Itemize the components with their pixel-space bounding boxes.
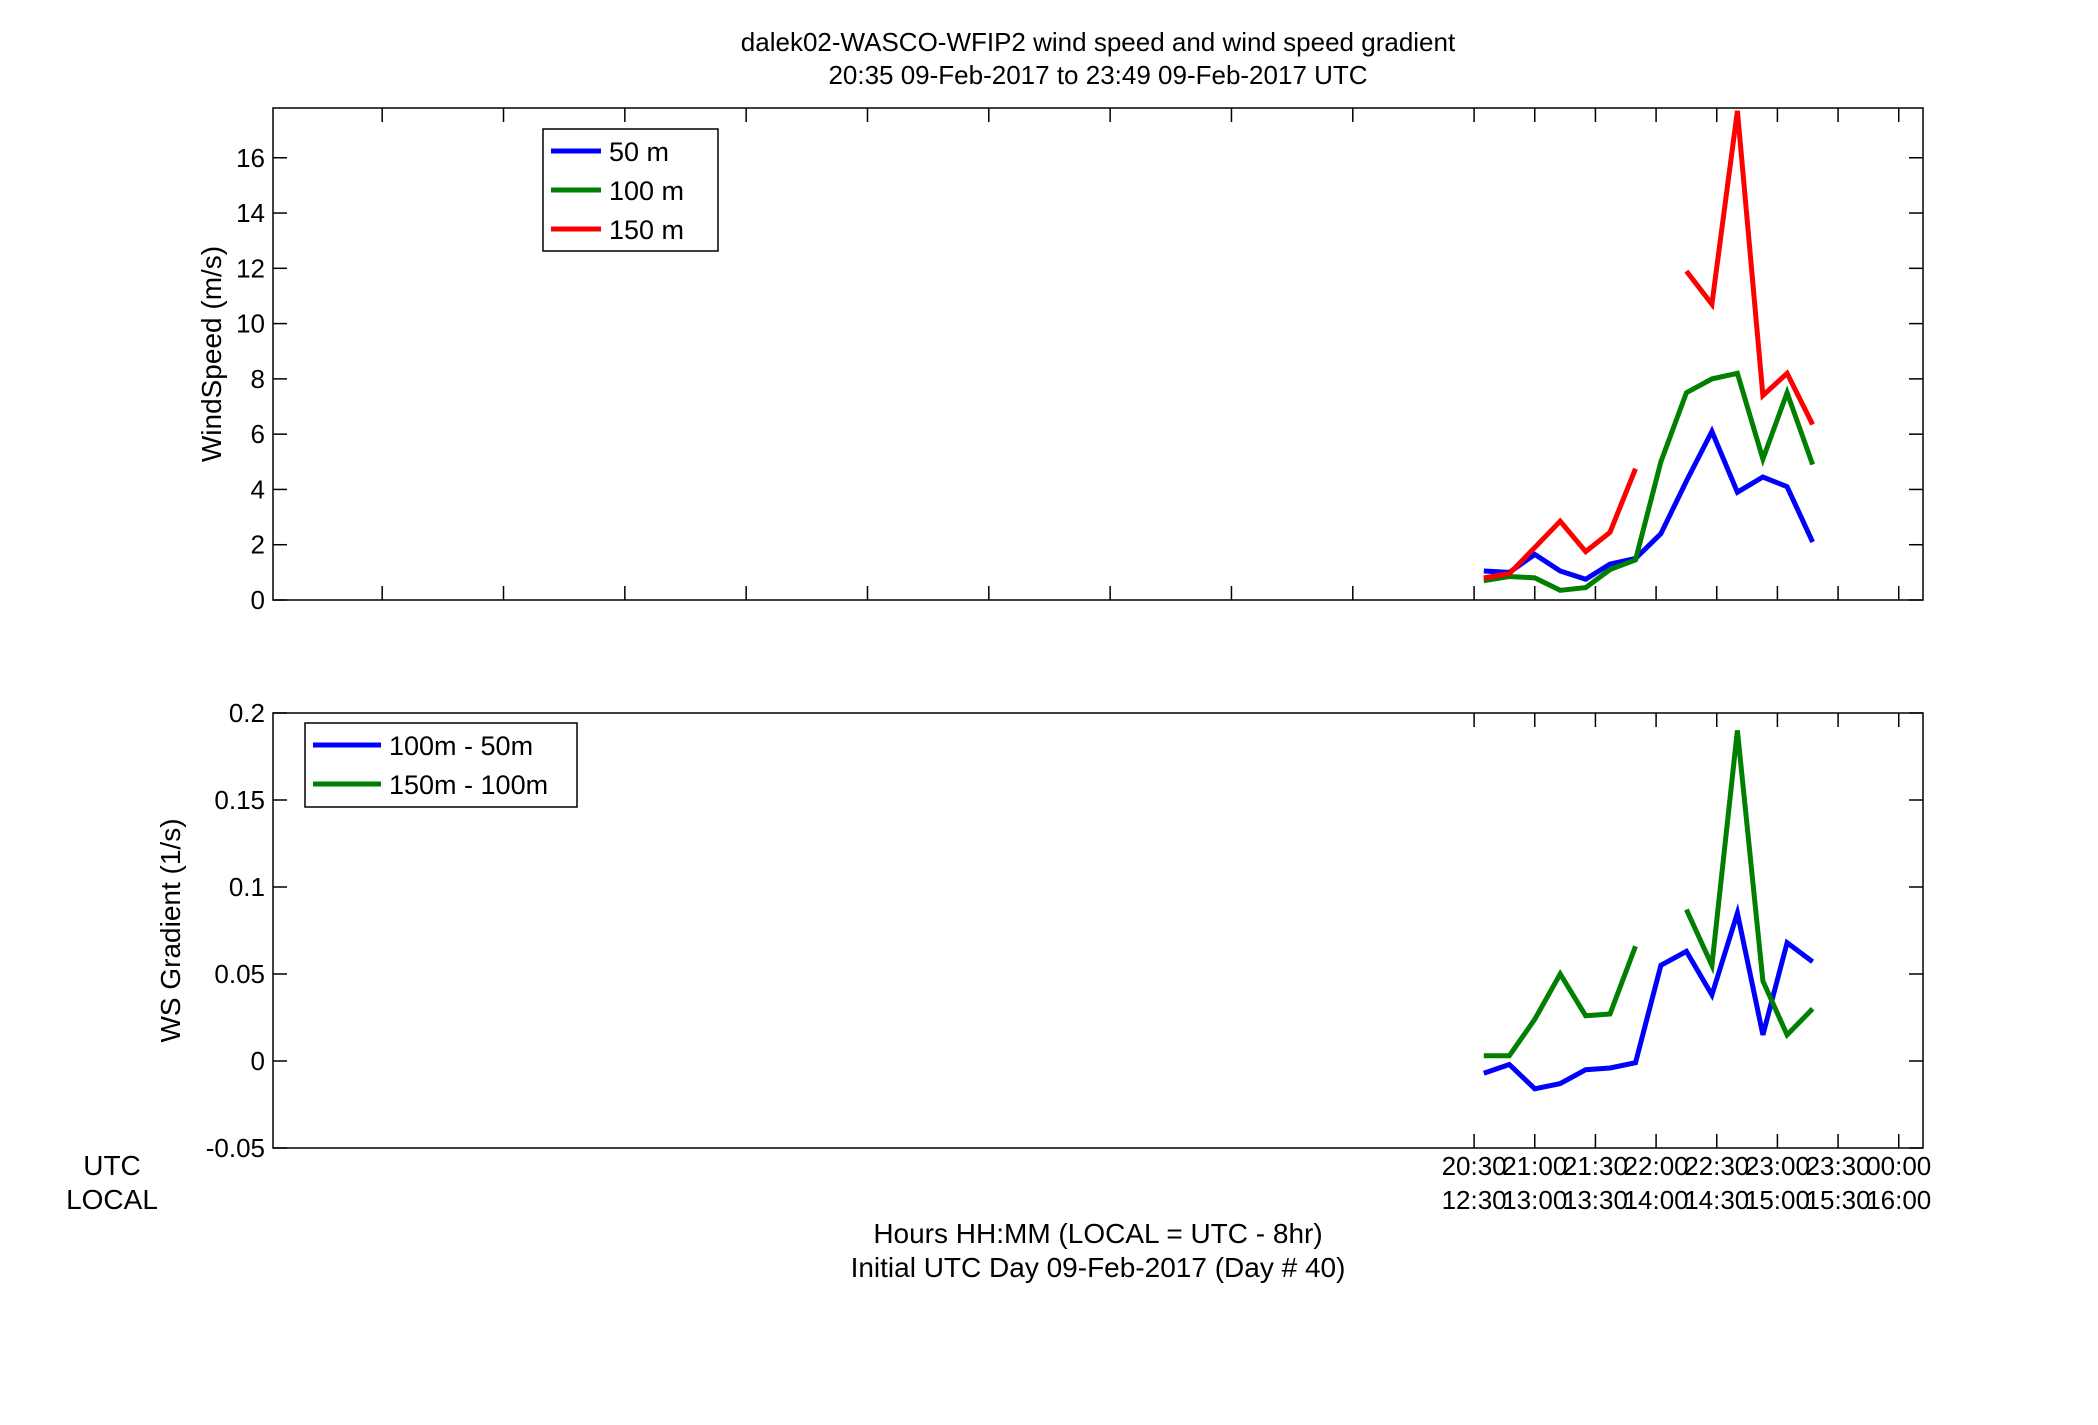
y-tick-label: 16: [236, 143, 265, 173]
y-tick-label: 0.15: [214, 785, 265, 815]
x-tick-label-local: 15:30: [1806, 1185, 1871, 1215]
legend-label: 150 m: [609, 215, 684, 245]
x-tick-label-local: 14:30: [1684, 1185, 1749, 1215]
plot-area: [272, 107, 1924, 601]
x-tick-label-utc: 22:00: [1624, 1151, 1689, 1181]
x-tick-label-utc: 20:30: [1442, 1151, 1507, 1181]
x-tick-label-utc: 22:30: [1684, 1151, 1749, 1181]
x-tick-label-utc: 23:30: [1806, 1151, 1871, 1181]
y-tick-label: 12: [236, 253, 265, 283]
gradient-panel: -0.05 0 0.05 0.1 0.15 0.2 20:3021:0021:3022:00…: [155, 698, 1931, 1215]
legend: 100m - 50m 150m - 100m: [304, 722, 578, 808]
y-tick-label: 2: [251, 530, 265, 560]
legend: 50 m 100 m 150 m: [542, 128, 719, 252]
x-tick-label-utc: 21:30: [1563, 1151, 1628, 1181]
y-tick-label: 0.2: [229, 698, 265, 728]
legend-label: 100 m: [609, 176, 684, 206]
series-line-100-m: [1483, 370, 1815, 593]
y-tick-label: 0: [251, 585, 265, 615]
chart-title-line1: dalek02-WASCO-WFIP2 wind speed and wind …: [741, 27, 1456, 57]
local-row-label: LOCAL: [66, 1184, 158, 1215]
y-axis-label: WindSpeed (m/s): [196, 246, 227, 462]
x-tick-label-utc: 23:00: [1745, 1151, 1810, 1181]
utc-row-label: UTC: [83, 1150, 141, 1181]
y-tick-label: 0: [251, 1046, 265, 1076]
series-line-150m---100m: [1483, 730, 1815, 1059]
series-line-50-m: [1483, 425, 1815, 583]
y-tick-label: 0.05: [214, 959, 265, 989]
y-axis-label: WS Gradient (1/s): [155, 818, 186, 1042]
y-tick-label: 4: [251, 474, 265, 504]
legend-label: 100m - 50m: [389, 731, 533, 761]
legend-label: 150m - 100m: [389, 770, 548, 800]
x-axis-label-line1: Hours HH:MM (LOCAL = UTC - 8hr): [873, 1218, 1322, 1249]
windspeed-panel: 0 2 4 6 8 10 12 14 16 WindSpeed (m/s) 50 m 100 m 150…: [196, 107, 1924, 615]
series-line-150-m: [1483, 110, 1815, 581]
y-tick-label: 6: [251, 419, 265, 449]
legend-box: [304, 722, 578, 808]
chart-title-line2: 20:35 09-Feb-2017 to 23:49 09-Feb-2017 U…: [828, 60, 1367, 90]
x-tick-label-local: 16:00: [1866, 1185, 1931, 1215]
legend-label: 50 m: [609, 137, 669, 167]
y-tick-label: 10: [236, 309, 265, 339]
x-tick-label-local: 15:00: [1745, 1185, 1810, 1215]
x-tick-label-local: 13:30: [1563, 1185, 1628, 1215]
x-tick-label-local: 13:00: [1502, 1185, 1567, 1215]
x-tick-label-local: 14:00: [1624, 1185, 1689, 1215]
series-line-100m---50m: [1482, 903, 1815, 1092]
y-tick-label: -0.05: [206, 1133, 265, 1163]
y-tick-label: 0.1: [229, 872, 265, 902]
x-axis-label-line2: Initial UTC Day 09-Feb-2017 (Day # 40): [851, 1252, 1346, 1283]
y-tick-label: 14: [236, 198, 265, 228]
x-tick-label-local: 12:30: [1442, 1185, 1507, 1215]
x-tick-label-utc: 00:00: [1866, 1151, 1931, 1181]
x-tick-label-utc: 21:00: [1502, 1151, 1567, 1181]
y-tick-label: 8: [251, 364, 265, 394]
